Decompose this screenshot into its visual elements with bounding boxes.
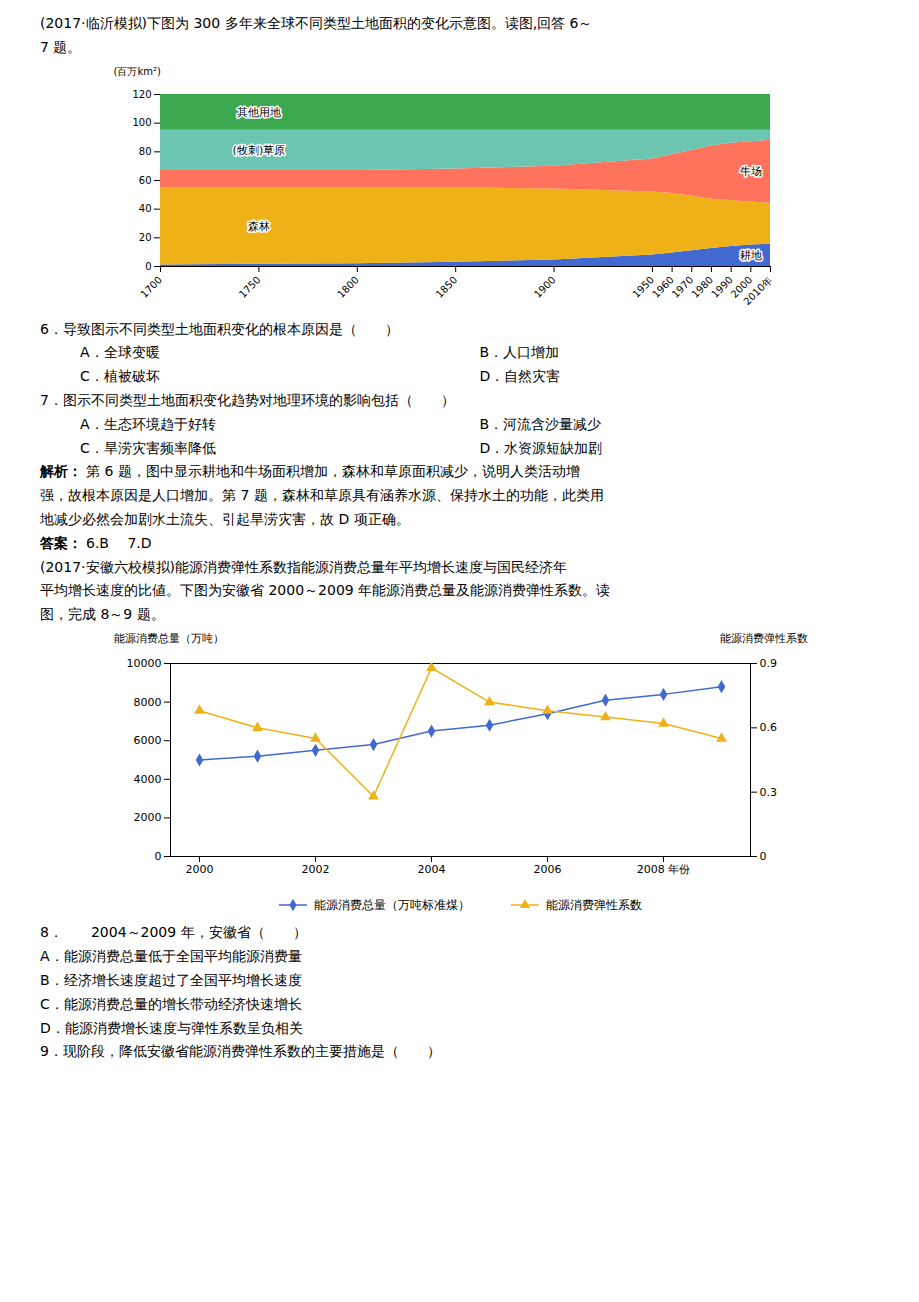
svg-text:0.9: 0.9 bbox=[759, 657, 777, 670]
svg-text:1950: 1950 bbox=[630, 274, 656, 300]
html-text:A．能源消费总量低于全国平均能源消费量: A．能源消费总量低于全国平均能源消费量 bbox=[40, 948, 302, 965]
html-text:D．能源消费增长速度与弹性系数呈负相关: D．能源消费增长速度与弹性系数呈负相关 bbox=[40, 1019, 303, 1036]
svg-text:0.3: 0.3 bbox=[759, 786, 777, 799]
svg-text:40: 40 bbox=[138, 203, 151, 214]
svg-text:2000: 2000 bbox=[133, 811, 161, 824]
svg-text:1900: 1900 bbox=[531, 274, 557, 300]
svg-text:6000: 6000 bbox=[133, 734, 161, 747]
html-text:A．全球变暖: A．全球变暖 bbox=[80, 344, 160, 361]
svg-text:1980: 1980 bbox=[689, 274, 715, 300]
svg-text:0.6: 0.6 bbox=[759, 721, 777, 734]
html-text:6．导致图示不同类型土地面积变化的根本原因是（ ）: 6．导致图示不同类型土地面积变化的根本原因是（ ） bbox=[40, 320, 399, 337]
svg-text:1970: 1970 bbox=[669, 274, 695, 300]
svg-text:1750: 1750 bbox=[236, 274, 262, 300]
svg-text:1700: 1700 bbox=[138, 274, 164, 300]
svg-text:20: 20 bbox=[138, 232, 151, 243]
html-text:B．河流含沙量减少: B．河流含沙量减少 bbox=[479, 415, 602, 432]
html-text:C．能源消费总量的增长带动经济快速增长: C．能源消费总量的增长带动经济快速增长 bbox=[40, 995, 302, 1012]
svg-text:0: 0 bbox=[145, 260, 151, 271]
svg-text:牛场: 牛场 bbox=[739, 165, 761, 178]
html-text:B．经济增长速度超过了全国平均增长速度: B．经济增长速度超过了全国平均增长速度 bbox=[40, 971, 302, 988]
svg-text:2006: 2006 bbox=[533, 863, 561, 876]
html-text:能源消费弹性系数: 能源消费弹性系数 bbox=[545, 898, 642, 912]
svg-text:2004: 2004 bbox=[417, 863, 445, 876]
svg-text:2000: 2000 bbox=[728, 273, 754, 300]
svg-text:1800: 1800 bbox=[335, 274, 361, 300]
html-text:平均增长速度的比値。下图为安徽省 2000～2009 年能源: 平均增长速度的比値。下图为安徽省 2000～2009 年能源消费总量及能源消费弹… bbox=[40, 582, 611, 599]
svg-text:10000: 10000 bbox=[126, 657, 161, 670]
svg-text:2010年: 2010年 bbox=[741, 274, 774, 307]
html-text:C．旱涝灾害频率降低: C．旱涝灾害频率降低 bbox=[80, 439, 216, 456]
svg-text:(牧刺)草原: (牧刺)草原 bbox=[232, 144, 285, 157]
html-text:图，完成 8～9 题。: 图，完成 8～9 题。 bbox=[40, 606, 165, 623]
html-text:能源消费总量（万吨标准煤）: 能源消费总量（万吨标准煤） bbox=[313, 898, 470, 912]
svg-text:能源消费弹性系数: 能源消费弹性系数 bbox=[719, 632, 807, 645]
svg-text:80: 80 bbox=[138, 146, 151, 157]
html-text:(2017·安徽六校模拟)能源消费弹性系数指能源消费总量年平: (2017·安徽六校模拟)能源消费弹性系数指能源消费总量年平均增长速度与国民经济… bbox=[40, 558, 567, 575]
svg-text:4000: 4000 bbox=[133, 773, 161, 786]
svg-text:1850: 1850 bbox=[433, 274, 459, 300]
html-text:(2017·临沂模拟)下图为 300 多年来全球不同类型土地: (2017·临沂模拟)下图为 300 多年来全球不同类型土地面积的变化示意图。读… bbox=[40, 15, 593, 31]
svg-text:其他用地: 其他用地 bbox=[236, 106, 280, 119]
html-text:强，故根本原因是人口增加。第 7 题，森林和草原具有涵养水源: 强，故根本原因是人口增加。第 7 题，森林和草原具有涵养水源、保持水土的功能，此… bbox=[40, 487, 604, 504]
svg-text:2008 年份: 2008 年份 bbox=[636, 863, 690, 876]
html-text:B．人口增加: B．人口增加 bbox=[479, 344, 560, 361]
html-text:地减少必然会加剧水土流失、引起旱涝灾害，故 D 项正确。: 地减少必然会加剧水土流失、引起旱涝灾害，故 D 项正确。 bbox=[40, 511, 410, 527]
svg-text:1960: 1960 bbox=[650, 274, 676, 300]
html-text:A．生态环境趋于好转: A．生态环境趋于好转 bbox=[80, 415, 216, 432]
svg-text:2002: 2002 bbox=[301, 863, 329, 876]
html-text:D．自然灾害: D．自然灾害 bbox=[479, 368, 561, 385]
html-text:D．水资源短缺加剧: D．水资源短缺加剧 bbox=[479, 439, 603, 456]
html-text:9．现阶段，降低安徽省能源消费弹性系数的主要措施是（ ）: 9．现阶段，降低安徽省能源消费弹性系数的主要措施是（ ） bbox=[40, 1043, 441, 1060]
svg-text:0: 0 bbox=[154, 850, 161, 863]
html-text:答案： 6.B 7.D: 答案： 6.B 7.D bbox=[40, 534, 152, 551]
html-text:7．图示不同类型土地面积变化趋势对地理环境的影响包括（ ）: 7．图示不同类型土地面积变化趋势对地理环境的影响包括（ ） bbox=[40, 392, 455, 408]
svg-text:(百万km²): (百万km²) bbox=[113, 65, 160, 76]
svg-text:能源消费总量（万吨）: 能源消费总量（万吨） bbox=[113, 632, 223, 645]
svg-text:1990: 1990 bbox=[709, 274, 735, 300]
html-text:8． 2004～2009 年，安徽省（ ）: 8． 2004～2009 年，安徽省（ ） bbox=[40, 924, 307, 941]
svg-text:0: 0 bbox=[759, 850, 766, 863]
html-text:解析： 第 6 题，图中显示耕地和牛场面积增加，森林和草原面: 解析： 第 6 题，图中显示耕地和牛场面积增加，森林和草原面积减少，说明人类活动… bbox=[40, 463, 580, 480]
svg-text:森林: 森林 bbox=[247, 219, 269, 232]
html-text:C．植被破坏: C．植被破坏 bbox=[80, 368, 160, 385]
html-text:7 题。: 7 题。 bbox=[40, 38, 82, 55]
svg-text:120: 120 bbox=[132, 88, 151, 99]
svg-text:60: 60 bbox=[138, 174, 151, 185]
svg-text:8000: 8000 bbox=[133, 696, 161, 709]
svg-text:耕地: 耕地 bbox=[739, 249, 761, 262]
svg-text:2000: 2000 bbox=[185, 863, 213, 876]
svg-text:100: 100 bbox=[132, 117, 151, 128]
